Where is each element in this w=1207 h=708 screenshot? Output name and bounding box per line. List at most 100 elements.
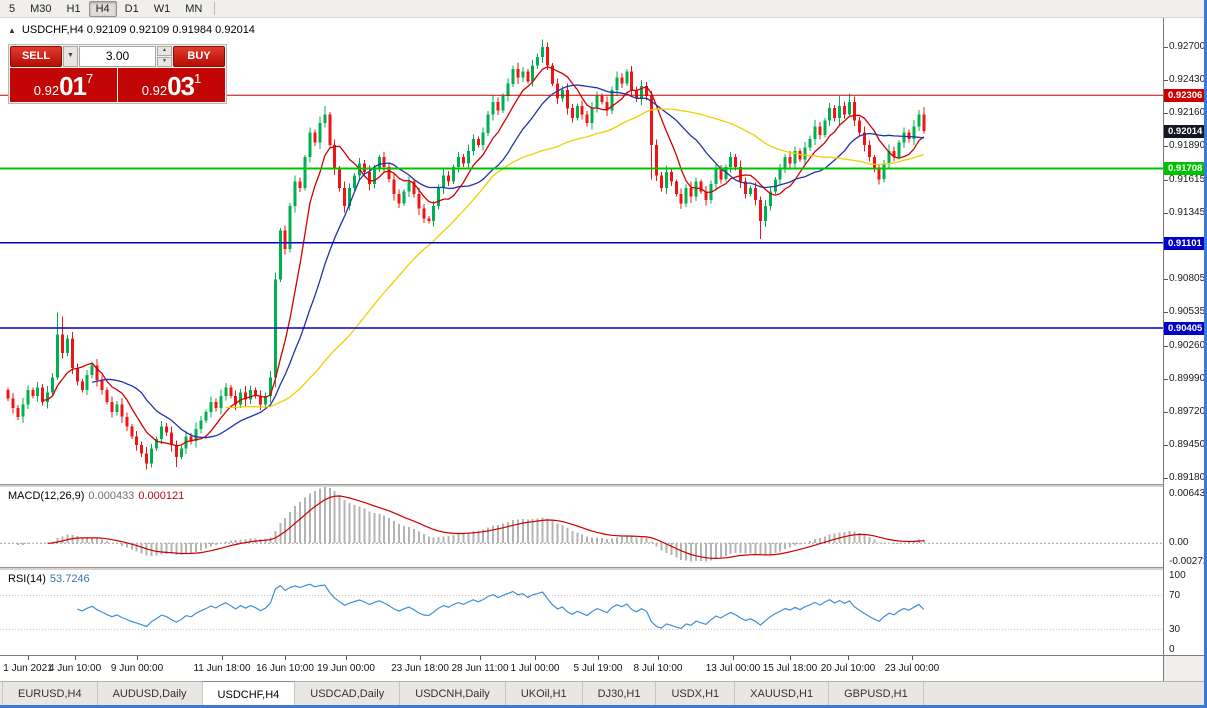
time-axis-label: 28 Jun 11:00 [451,663,509,674]
chart-tab-audusd-daily[interactable]: AUDUSD,Daily [98,682,203,708]
rsi-level-label: 0 [1169,644,1175,655]
time-axis-tick [346,656,347,660]
timeframe-button-h4[interactable]: H4 [88,0,117,17]
price-tick-label: 0.89990 [1169,372,1206,384]
rsi-canvas[interactable] [0,570,1163,655]
price-tick-label: 0.91890 [1169,140,1206,152]
chart-tab-dj30-h1[interactable]: DJ30,H1 [583,682,657,708]
time-axis-label: 15 Jul 18:00 [762,663,818,674]
sell-price-big: 01 [59,71,87,101]
macd-signal-value: 0.000121 [138,490,185,502]
price-axis-tick [1164,312,1168,313]
sell-price-pip: 7 [86,71,94,86]
buy-price-big: 03 [167,71,195,101]
one-click-panel-toggle-icon[interactable]: ▲ [8,25,16,35]
time-axis-tick [733,656,734,660]
time-axis-tick [848,656,849,660]
macd-value: 0.000433 [88,490,135,502]
price-axis-tick [1164,379,1168,380]
rsi-level-label: 30 [1169,623,1181,635]
macd-label: MACD(12,26,9) 0.000433 0.000121 [8,490,188,502]
panel-separator[interactable] [0,567,1207,570]
price-axis-tick [1164,47,1168,48]
timeframe-button-mn[interactable]: MN [185,2,203,15]
time-axis-tick [285,656,286,660]
time-axis-label: 20 Jul 10:00 [820,663,876,674]
buy-price-base: 0.92 [141,83,168,98]
rsi-name: RSI(14) [8,573,46,585]
chart-tab-ukoil-h1[interactable]: UKOil,H1 [506,682,583,708]
time-axis-tick [535,656,536,660]
chart-tab-gbpusd-h1[interactable]: GBPUSD,H1 [829,682,924,708]
timeframe-button-m30[interactable]: M30 [30,2,52,15]
price-tick-label: 0.90535 [1169,306,1206,318]
chart-tab-usdchf-h4[interactable]: USDCHF,H4 [202,681,296,708]
rsi-level-label: 100 [1169,570,1186,581]
timeframe-toolbar: 5 M30 H1 H4 D1 W1 MN [0,0,1207,18]
timeframe-button-h1[interactable]: H1 [66,2,81,15]
volume-up-button[interactable]: ▲ [157,46,172,56]
time-axis-tick [480,656,481,660]
price-tick-label: 0.89720 [1169,405,1206,417]
price-axis-tick [1164,412,1168,413]
sell-button[interactable]: SELL [10,46,62,67]
buy-price-pip: 1 [194,71,202,86]
one-click-trading-panel: SELL ▼ 3.00 ▲ ▼ BUY 0.92 01 7 0.92 03 1 [8,44,227,104]
macd-axis-zero-label: 0.00 [1169,537,1189,549]
price-axis-tick [1164,213,1168,214]
chart-tab-usdcad-daily[interactable]: USDCAD,Daily [295,682,401,708]
chart-tab-eurusd-h4[interactable]: EURUSD,H4 [2,682,98,708]
rsi-label: RSI(14) 53.7246 [8,573,94,585]
price-tick-label: 0.89180 [1169,472,1206,483]
time-axis-label: 1 Jul 00:00 [510,663,560,674]
time-axis-label: 23 Jul 00:00 [884,663,940,674]
price-tick-label: 0.89450 [1169,438,1206,450]
time-axis-tick [137,656,138,660]
timeframe-button-d1[interactable]: D1 [124,2,139,15]
hline-price-tag: 0.92306 [1164,89,1207,103]
current-price-tag: 0.92014 [1164,125,1207,138]
price-tick-label: 0.92700 [1169,41,1206,53]
price-tick-label: 0.91345 [1169,206,1206,218]
time-axis-label: 16 Jun 10:00 [256,663,314,674]
price-axis-tick [1164,445,1168,446]
chart-tab-xauusd-h1[interactable]: XAUUSD,H1 [735,682,830,708]
rsi-level-label: 70 [1169,589,1181,601]
time-axis-label: 1 Jun 2021 [3,663,53,674]
price-axis-tick [1164,279,1168,280]
macd-canvas[interactable] [0,487,1163,567]
volume-input[interactable]: 3.00 [79,46,156,67]
volume-dropdown-button[interactable]: ▼ [63,46,78,67]
price-axis[interactable]: 0.92700 0.92430 0.92160 0.91890 0.91615 0.913… [1163,18,1207,655]
panel-separator[interactable] [0,484,1207,487]
price-axis-tick [1164,80,1168,81]
macd-name: MACD(12,26,9) [8,490,85,502]
chart-tab-usdx-h1[interactable]: USDX,H1 [656,682,736,708]
time-axis-label: 8 Jul 10:00 [633,663,683,674]
timeframe-button-5[interactable]: 5 [9,2,16,15]
price-axis-tick [1164,180,1168,181]
time-axis-label: 19 Jun 00:00 [317,663,375,674]
window-frame-right [1204,0,1207,708]
buy-price-display[interactable]: 0.92 03 1 [118,68,225,102]
trade-controls-row: SELL ▼ 3.00 ▲ ▼ BUY [10,46,225,67]
macd-axis-max-label: 0.006433 [1169,488,1207,499]
price-tick-label: 0.91615 [1169,173,1206,185]
time-axis-label: 23 Jun 18:00 [391,663,449,674]
time-axis-tick [222,656,223,660]
sell-price-base: 0.92 [33,83,60,98]
buy-button[interactable]: BUY [173,46,225,67]
sell-price-display[interactable]: 0.92 01 7 [10,68,117,102]
time-axis[interactable]: 1 Jun 2021 4 Jun 10:00 9 Jun 00:00 11 Jun 1… [0,655,1163,681]
chart-tab-usdcnh-daily[interactable]: USDCNH,Daily [400,682,506,708]
time-axis-tick [912,656,913,660]
volume-down-button[interactable]: ▼ [157,57,172,67]
timeframe-button-w1[interactable]: W1 [153,2,171,15]
window-frame-bottom [0,705,1207,708]
axis-corner [1163,655,1207,681]
time-axis-tick [75,656,76,660]
rsi-value: 53.7246 [49,573,90,585]
time-axis-tick [420,656,421,660]
price-axis-tick [1164,346,1168,347]
chart-header: ▲ USDCHF,H4 0.92109 0.92109 0.91984 0.92… [8,24,255,36]
